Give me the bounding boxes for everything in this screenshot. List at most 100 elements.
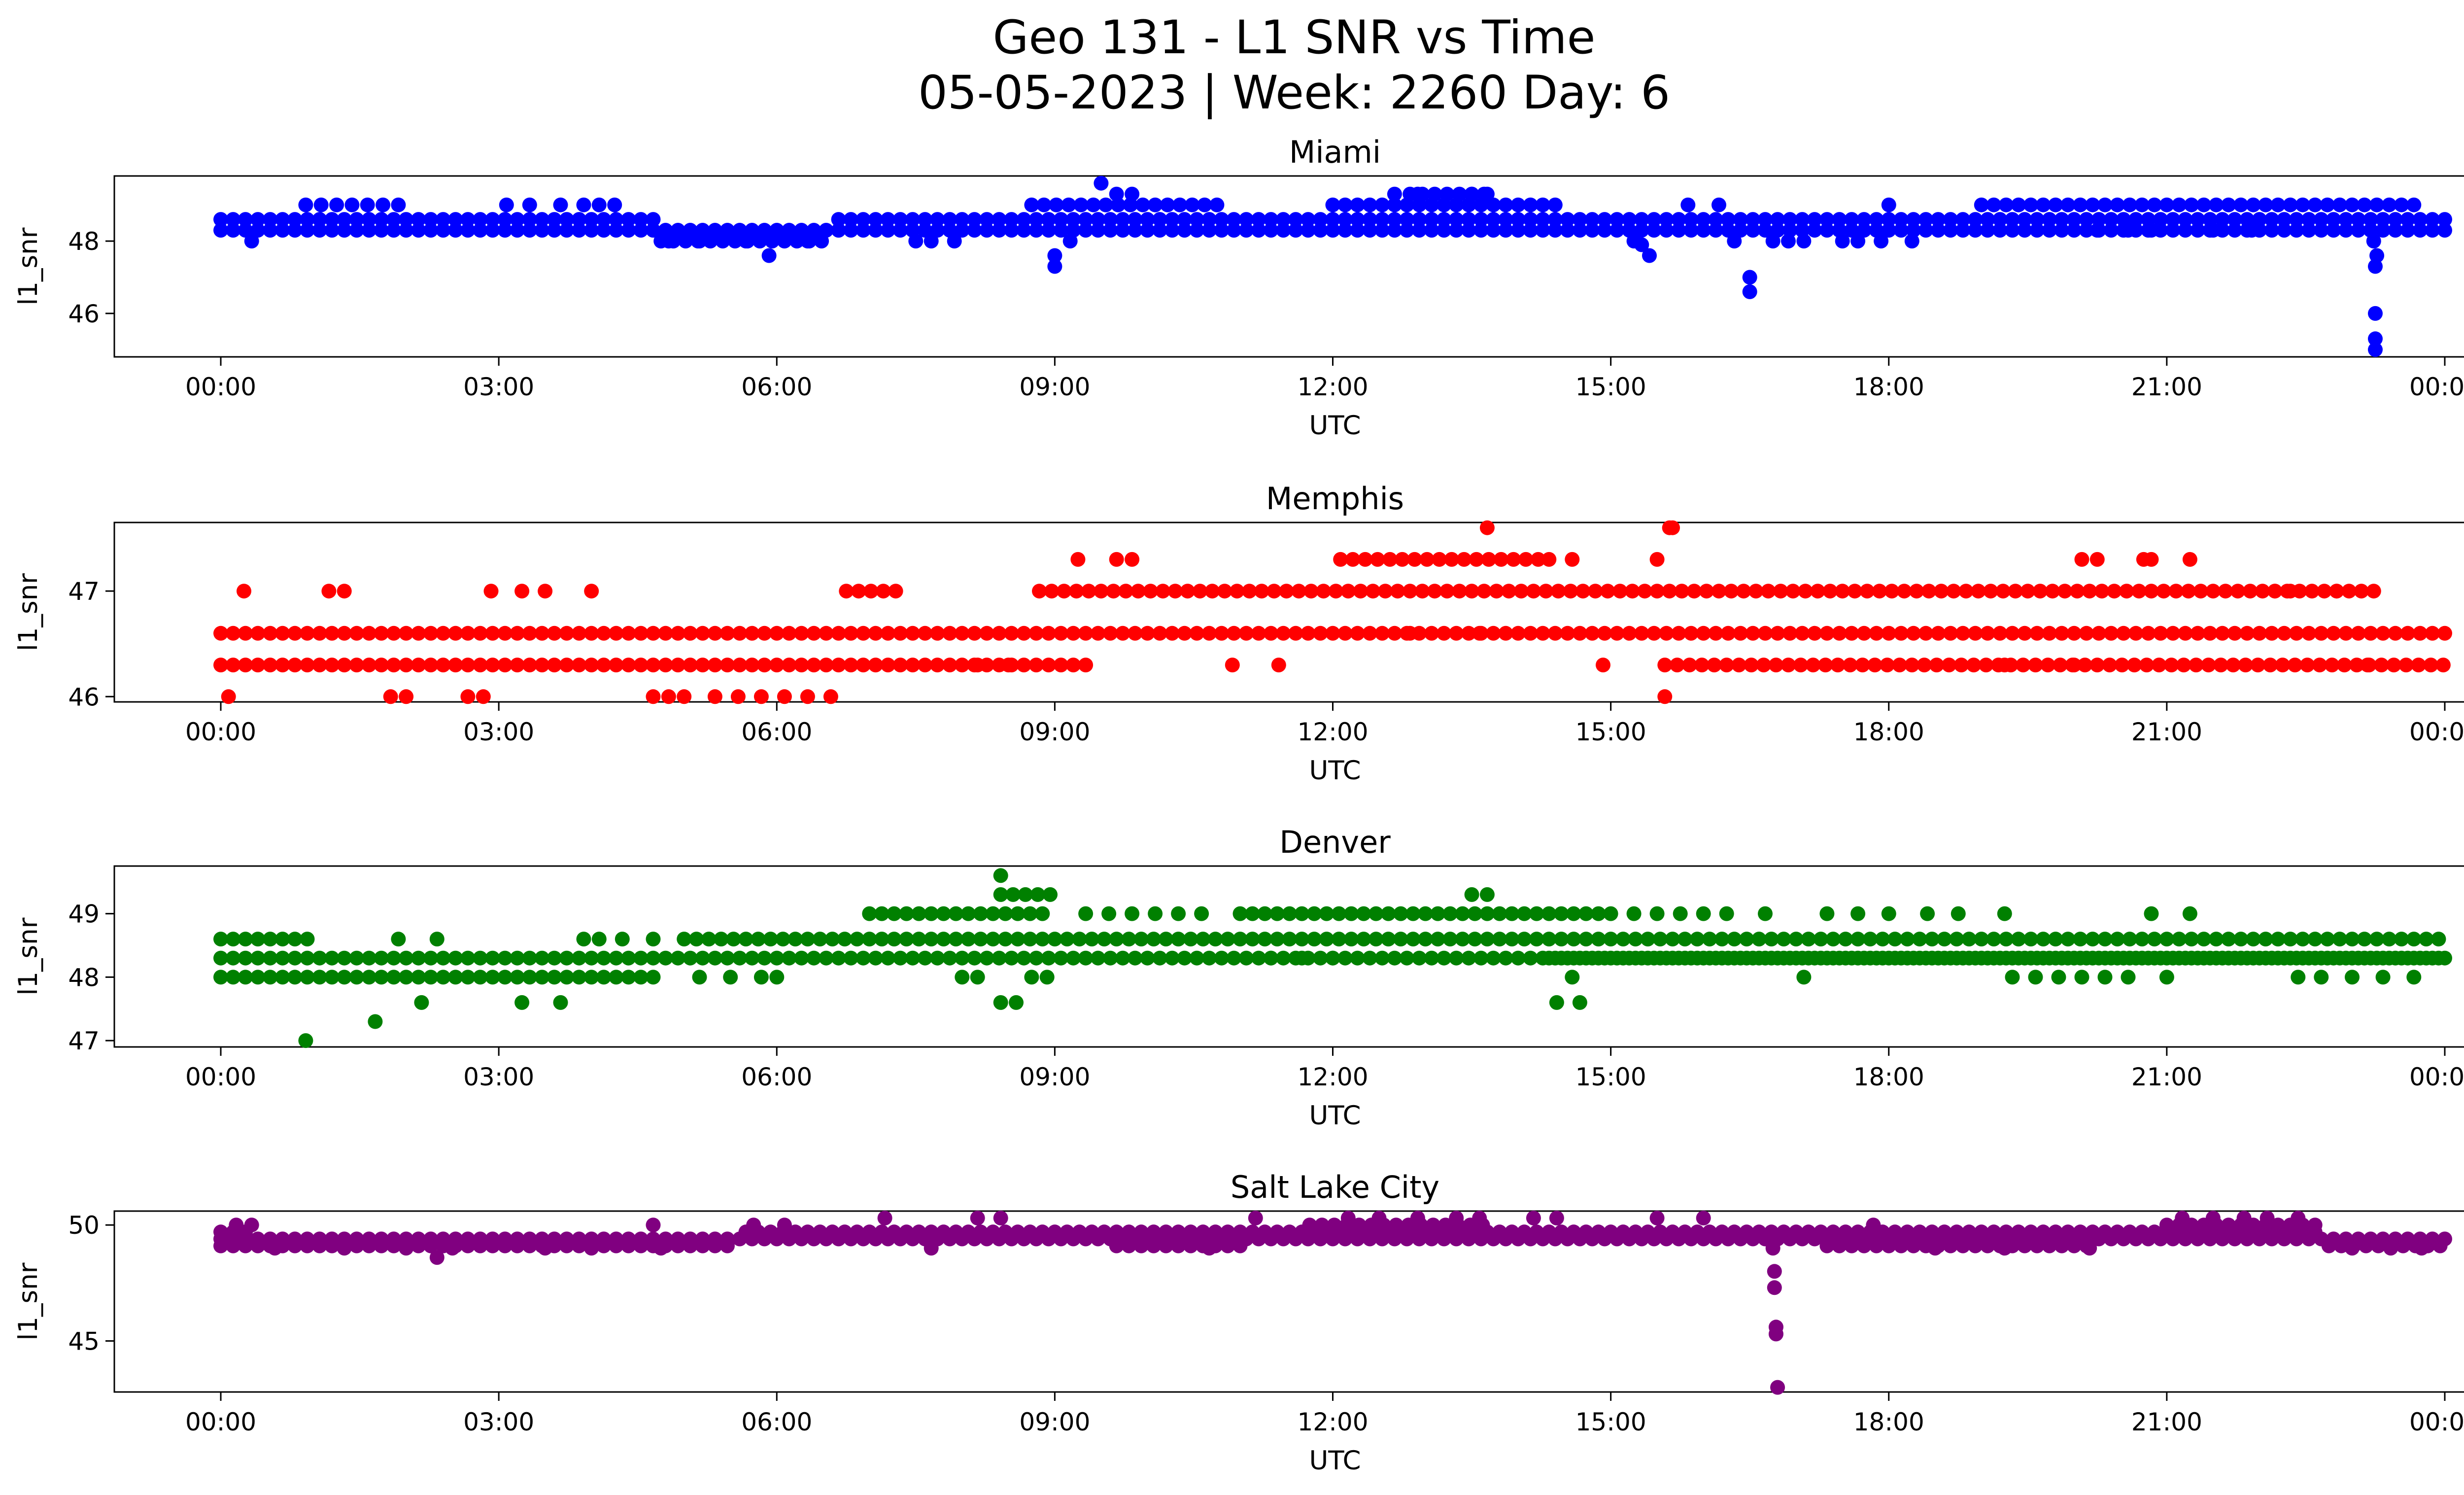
data-point bbox=[324, 658, 340, 673]
data-point bbox=[2375, 223, 2391, 238]
data-point bbox=[1724, 584, 1739, 599]
data-point bbox=[1929, 658, 1944, 673]
data-point bbox=[695, 626, 710, 641]
data-point bbox=[839, 584, 854, 599]
data-point bbox=[534, 223, 549, 238]
data-point bbox=[692, 234, 707, 249]
data-point bbox=[499, 197, 514, 212]
data-point bbox=[1288, 626, 1303, 641]
data-point bbox=[349, 1238, 364, 1253]
data-point bbox=[1646, 212, 1662, 227]
data-point bbox=[1904, 234, 1919, 249]
data-point bbox=[1832, 626, 1847, 641]
data-point bbox=[1921, 584, 1937, 599]
data-point bbox=[2227, 223, 2242, 238]
data-point bbox=[473, 1238, 488, 1253]
data-point bbox=[876, 584, 891, 599]
data-point bbox=[1374, 223, 1390, 238]
data-point bbox=[2419, 950, 2434, 966]
data-point bbox=[2258, 932, 2273, 947]
data-point bbox=[1439, 584, 1455, 599]
data-point bbox=[782, 658, 797, 673]
data-point bbox=[1796, 970, 1812, 985]
data-point bbox=[1374, 950, 1390, 966]
data-point bbox=[1937, 932, 1952, 947]
data-point bbox=[979, 950, 994, 966]
data-point bbox=[238, 950, 253, 966]
data-point bbox=[1018, 887, 1033, 902]
data-point bbox=[1652, 1224, 1668, 1240]
data-point bbox=[1986, 950, 2001, 966]
data-point bbox=[2205, 223, 2221, 238]
data-point bbox=[2054, 626, 2069, 641]
data-point bbox=[1362, 950, 1377, 966]
data-point bbox=[1578, 1224, 1594, 1240]
x-tick-label: 15:00 bbox=[1575, 1063, 1646, 1091]
data-point bbox=[948, 1224, 963, 1240]
data-point bbox=[1374, 626, 1390, 641]
data-point bbox=[2159, 950, 2174, 966]
data-point bbox=[874, 932, 890, 947]
data-point bbox=[2325, 658, 2340, 673]
data-point bbox=[2406, 970, 2422, 985]
data-point bbox=[1523, 950, 1538, 966]
data-point bbox=[2020, 584, 2035, 599]
data-point bbox=[1795, 223, 1810, 238]
data-point bbox=[1313, 212, 1328, 227]
data-point bbox=[2053, 658, 2068, 673]
data-point bbox=[324, 626, 340, 641]
x-tick-label: 18:00 bbox=[1853, 1408, 1924, 1436]
data-point bbox=[1517, 932, 1532, 947]
data-point bbox=[2320, 950, 2335, 966]
data-point bbox=[572, 212, 587, 227]
data-point bbox=[794, 950, 809, 966]
data-point bbox=[621, 1238, 636, 1253]
data-point bbox=[2110, 1224, 2125, 1240]
data-point bbox=[1057, 584, 1072, 599]
data-point bbox=[1479, 520, 1495, 535]
data-point bbox=[880, 223, 895, 238]
data-point bbox=[559, 658, 574, 673]
data-point bbox=[1467, 932, 1482, 947]
data-point bbox=[349, 626, 364, 641]
data-point bbox=[1217, 584, 1232, 599]
data-point bbox=[584, 626, 599, 641]
data-point bbox=[213, 223, 228, 238]
data-point bbox=[1369, 932, 1384, 947]
data-point bbox=[2419, 932, 2434, 947]
data-point bbox=[238, 212, 253, 227]
data-point bbox=[1517, 906, 1532, 921]
data-point bbox=[399, 212, 414, 227]
data-point bbox=[1242, 584, 1257, 599]
data-point bbox=[2400, 212, 2415, 227]
data-point bbox=[769, 970, 785, 985]
data-point bbox=[2277, 626, 2292, 641]
data-point bbox=[732, 658, 747, 673]
data-point bbox=[2326, 223, 2341, 238]
data-point bbox=[2412, 212, 2428, 227]
data-point bbox=[1659, 223, 1674, 238]
data-point bbox=[775, 932, 790, 947]
data-point bbox=[1572, 626, 1587, 641]
data-point bbox=[1164, 212, 1180, 227]
data-point bbox=[930, 626, 945, 641]
data-point bbox=[1731, 658, 1746, 673]
data-point bbox=[1257, 906, 1272, 921]
data-point bbox=[1844, 1238, 1859, 1253]
data-point bbox=[1047, 248, 1062, 263]
data-point bbox=[609, 223, 624, 238]
x-tick-label: 18:00 bbox=[1853, 718, 1924, 746]
data-point bbox=[1177, 212, 1192, 227]
data-point bbox=[2354, 584, 2369, 599]
data-point bbox=[349, 658, 364, 673]
data-point bbox=[1657, 689, 1673, 704]
data-point bbox=[1591, 932, 1606, 947]
data-point bbox=[2070, 584, 2085, 599]
data-point bbox=[1966, 658, 1982, 673]
data-point bbox=[2321, 1238, 2336, 1253]
data-point bbox=[1039, 970, 1055, 985]
data-point bbox=[2073, 932, 2088, 947]
data-point bbox=[2345, 1241, 2360, 1256]
data-point bbox=[1282, 932, 1297, 947]
data-point bbox=[1863, 950, 1878, 966]
